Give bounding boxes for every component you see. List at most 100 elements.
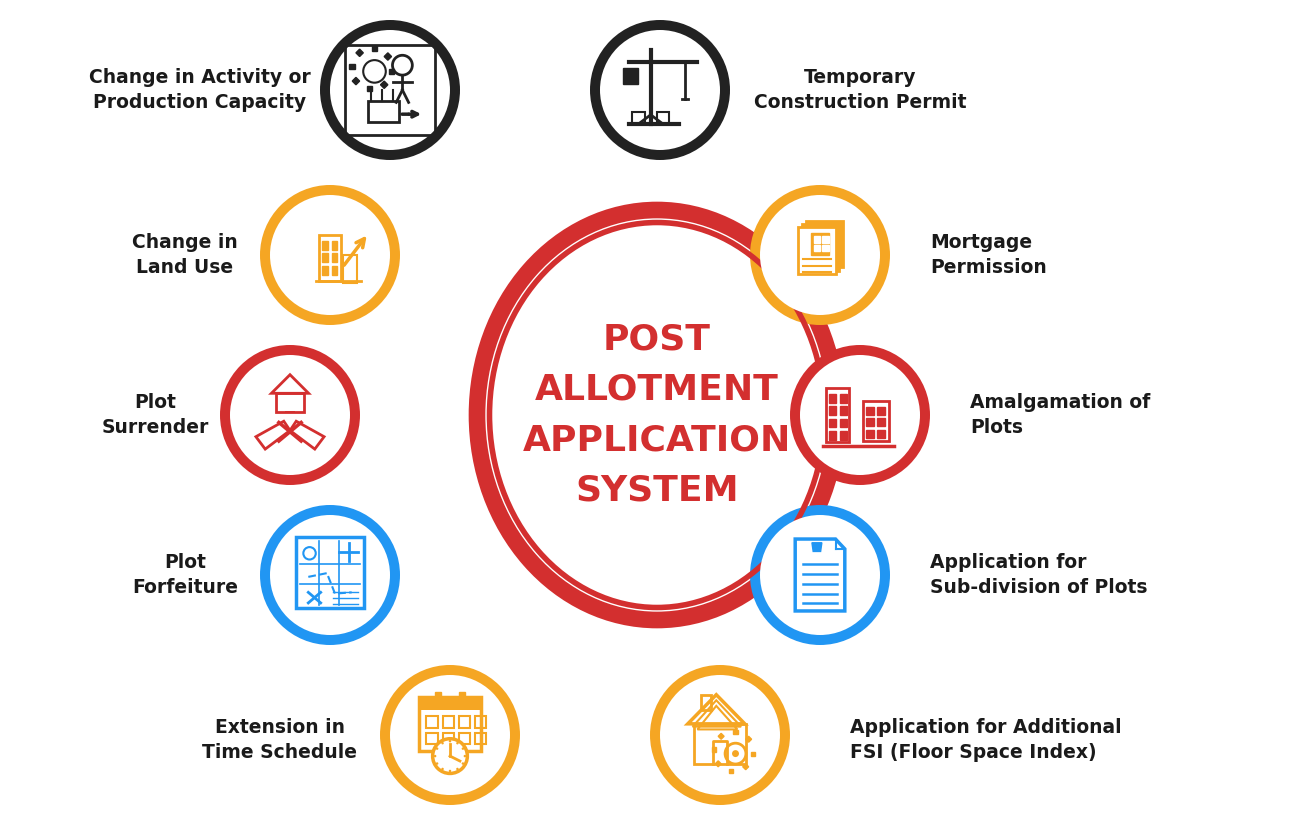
Text: Application for
Sub-division of Plots: Application for Sub-division of Plots bbox=[930, 554, 1147, 597]
Text: Plot
Surrender: Plot Surrender bbox=[101, 393, 209, 437]
Bar bbox=[840, 394, 848, 403]
Bar bbox=[729, 769, 733, 773]
Bar bbox=[742, 764, 749, 769]
Circle shape bbox=[600, 30, 720, 150]
Circle shape bbox=[260, 505, 399, 645]
Bar bbox=[343, 255, 357, 283]
Bar bbox=[823, 237, 829, 242]
Bar bbox=[745, 736, 752, 742]
Bar bbox=[878, 418, 886, 427]
Bar bbox=[799, 227, 836, 274]
Bar bbox=[827, 388, 849, 442]
Bar bbox=[372, 46, 377, 51]
Bar bbox=[805, 221, 844, 267]
Bar bbox=[866, 418, 874, 427]
Circle shape bbox=[790, 345, 930, 485]
Bar bbox=[733, 730, 737, 735]
Bar bbox=[435, 691, 440, 701]
Circle shape bbox=[269, 195, 390, 315]
Bar bbox=[829, 407, 837, 415]
Circle shape bbox=[750, 505, 890, 645]
Bar bbox=[356, 49, 363, 56]
Text: Temporary
Construction Permit: Temporary Construction Permit bbox=[754, 68, 966, 111]
Bar bbox=[715, 761, 721, 767]
Bar bbox=[474, 733, 486, 745]
Bar bbox=[823, 245, 829, 251]
Bar bbox=[443, 716, 453, 728]
Bar bbox=[750, 751, 756, 755]
Bar bbox=[319, 235, 340, 281]
Bar bbox=[346, 46, 435, 134]
Circle shape bbox=[219, 345, 360, 485]
Bar bbox=[866, 430, 874, 437]
Bar bbox=[878, 408, 886, 415]
Text: Application for Additional
FSI (Floor Space Index): Application for Additional FSI (Floor Sp… bbox=[850, 719, 1122, 762]
Bar bbox=[419, 696, 481, 751]
Text: Change in Activity or
Production Capacity: Change in Activity or Production Capacit… bbox=[89, 68, 311, 111]
Circle shape bbox=[442, 742, 444, 745]
Circle shape bbox=[436, 747, 439, 749]
Circle shape bbox=[800, 355, 920, 475]
Bar bbox=[813, 245, 820, 251]
Bar bbox=[350, 64, 355, 69]
Bar bbox=[276, 393, 304, 412]
Circle shape bbox=[413, 113, 417, 115]
Circle shape bbox=[732, 750, 738, 757]
Circle shape bbox=[330, 30, 449, 150]
Bar bbox=[384, 53, 392, 61]
Circle shape bbox=[321, 20, 460, 160]
Circle shape bbox=[759, 195, 880, 315]
Bar bbox=[331, 253, 336, 262]
Bar bbox=[712, 747, 716, 751]
Circle shape bbox=[759, 515, 880, 635]
Circle shape bbox=[590, 20, 731, 160]
Circle shape bbox=[461, 762, 464, 764]
Bar bbox=[840, 431, 848, 440]
Bar bbox=[322, 266, 327, 275]
Circle shape bbox=[456, 742, 459, 745]
Text: Amalgamation of
Plots: Amalgamation of Plots bbox=[970, 393, 1150, 437]
Bar bbox=[694, 724, 746, 764]
Bar bbox=[296, 536, 364, 608]
Bar bbox=[367, 86, 372, 91]
Bar bbox=[352, 77, 360, 85]
Bar bbox=[459, 716, 470, 728]
Ellipse shape bbox=[487, 220, 827, 610]
Bar bbox=[322, 253, 327, 262]
Bar bbox=[443, 733, 453, 745]
Bar bbox=[802, 224, 840, 271]
Circle shape bbox=[407, 113, 410, 115]
Bar bbox=[322, 241, 327, 250]
Bar bbox=[811, 233, 829, 255]
Bar bbox=[829, 431, 837, 440]
Bar bbox=[840, 407, 848, 415]
Bar bbox=[368, 100, 399, 122]
Text: Change in
Land Use: Change in Land Use bbox=[133, 233, 238, 276]
Circle shape bbox=[650, 665, 790, 805]
Bar bbox=[829, 418, 837, 427]
Bar bbox=[427, 733, 438, 745]
Circle shape bbox=[436, 762, 439, 764]
Bar bbox=[474, 716, 486, 728]
Circle shape bbox=[432, 739, 468, 774]
Bar bbox=[331, 241, 336, 250]
Bar bbox=[389, 69, 394, 74]
Bar bbox=[829, 394, 837, 403]
Circle shape bbox=[449, 740, 451, 743]
Circle shape bbox=[660, 675, 781, 795]
Circle shape bbox=[380, 665, 520, 805]
Circle shape bbox=[449, 769, 451, 772]
Bar bbox=[460, 691, 465, 701]
Circle shape bbox=[390, 675, 510, 795]
Bar bbox=[878, 430, 886, 437]
Polygon shape bbox=[795, 539, 845, 611]
Circle shape bbox=[260, 185, 399, 325]
Text: Mortgage
Permission: Mortgage Permission bbox=[930, 233, 1047, 276]
Text: Plot
Forfeiture: Plot Forfeiture bbox=[131, 554, 238, 597]
Circle shape bbox=[456, 768, 459, 770]
Circle shape bbox=[464, 754, 466, 757]
Circle shape bbox=[230, 355, 350, 475]
Circle shape bbox=[410, 113, 413, 115]
Bar bbox=[813, 237, 820, 242]
Circle shape bbox=[750, 185, 890, 325]
